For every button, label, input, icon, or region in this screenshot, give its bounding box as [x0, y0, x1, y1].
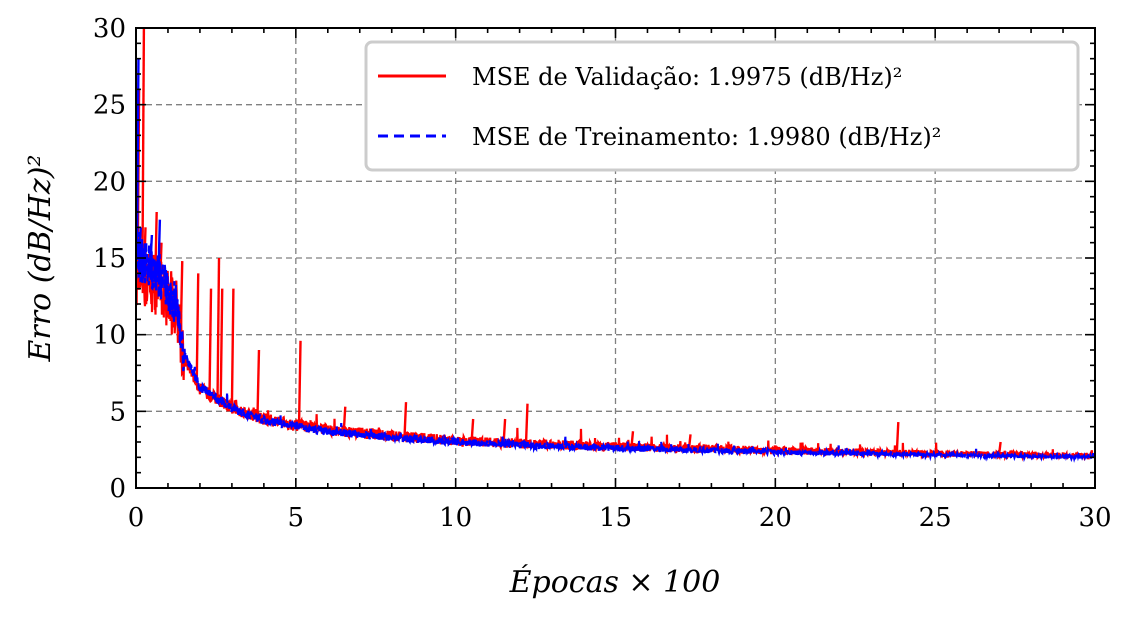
y-tick-label: 25 — [93, 91, 126, 121]
y-tick-label: 5 — [109, 397, 126, 427]
series-spike-0 — [524, 403, 529, 444]
y-tick-label: 20 — [93, 167, 126, 197]
series-spike-0 — [208, 288, 213, 395]
y-tick-label: 0 — [109, 474, 126, 504]
series-spike-1 — [136, 58, 140, 259]
series-spike-0 — [895, 422, 900, 453]
series-spike-0 — [230, 288, 235, 409]
series-spike-1 — [173, 288, 178, 303]
x-tick-label: 0 — [128, 503, 145, 533]
series-spike-1 — [149, 234, 154, 265]
x-tick-label: 30 — [1078, 503, 1111, 533]
series-spike-0 — [630, 431, 635, 448]
series-spike-0 — [403, 402, 408, 437]
series-spike-0 — [256, 349, 261, 417]
y-axis-label: Erro (dB/Hz)² — [23, 155, 58, 363]
legend-label-training: MSE de Treinamento: 1.9980 (dB/Hz)² — [472, 123, 941, 151]
tick-labels: 0 5 10 15 20 25 30 0 5 10 15 20 25 30 — [93, 14, 1112, 533]
series-spike-0 — [470, 418, 475, 442]
legend-label-validation: MSE de Validação: 1.9975 (dB/Hz)² — [472, 63, 902, 91]
legend: MSE de Validação: 1.9975 (dB/Hz)² MSE de… — [364, 40, 1080, 172]
series-spike-0 — [219, 288, 224, 402]
series-spike-0 — [179, 261, 184, 335]
series-layer — [136, 28, 1095, 463]
series-line-1 — [136, 231, 1095, 463]
ticks — [135, 27, 1096, 489]
x-tick-label: 10 — [439, 503, 472, 533]
series-spike-0 — [297, 340, 302, 426]
series-spike-0 — [342, 406, 347, 432]
series-spike-0 — [141, 28, 146, 277]
x-tick-label: 20 — [759, 503, 792, 533]
legend-box — [364, 40, 1080, 172]
series-spike-1 — [157, 219, 162, 277]
y-tick-label: 10 — [93, 321, 126, 351]
y-tick-label: 30 — [93, 14, 126, 44]
x-axis-label: Épocas × 100 — [509, 564, 721, 600]
x-tick-label: 15 — [599, 503, 632, 533]
series-spike-0 — [195, 273, 200, 383]
series-spike-0 — [216, 257, 221, 400]
x-tick-label: 25 — [919, 503, 952, 533]
x-tick-label: 5 — [288, 503, 305, 533]
y-tick-label: 15 — [93, 244, 126, 274]
grid — [136, 28, 1095, 488]
